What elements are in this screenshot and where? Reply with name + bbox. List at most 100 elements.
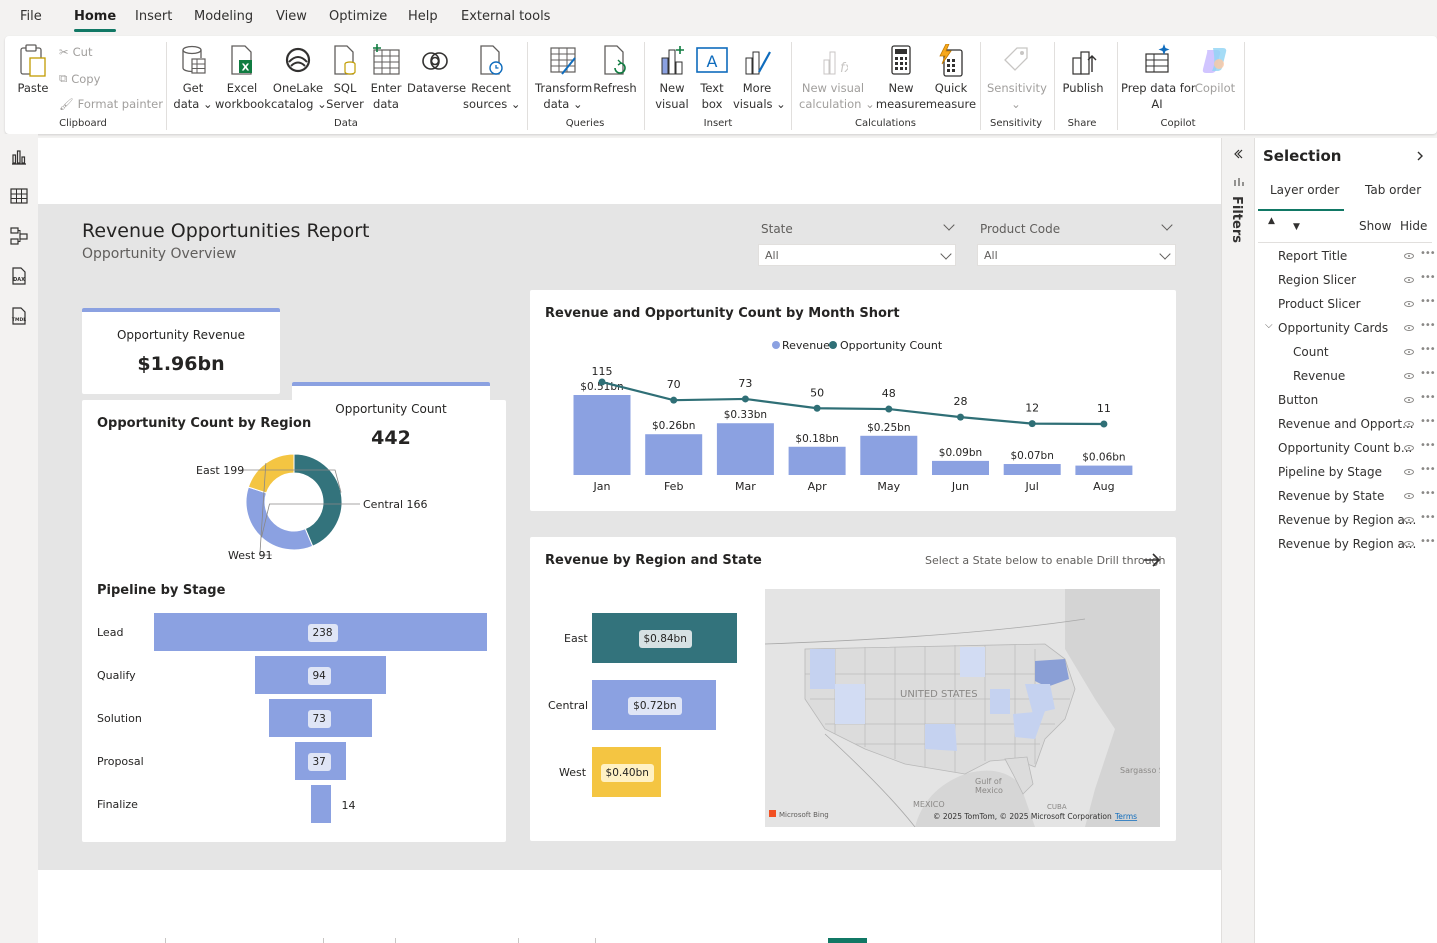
collapse-filters-icon[interactable] [1232,148,1244,160]
refresh-button[interactable]: Refresh [593,44,637,96]
format-painter-button[interactable]: 🖌 Format painter [59,97,163,111]
prep-data-for-ai-button[interactable]: Prep data for AI [1121,44,1196,112]
report-view-icon[interactable] [9,147,29,167]
layer-item[interactable]: Pipeline by Stage [1278,465,1382,479]
cut-button[interactable]: ✂ Cut [59,45,93,59]
new-visual-button[interactable]: New visual [653,44,691,112]
funnel-bar[interactable] [310,785,331,823]
layer-item[interactable]: Revenue by Region a... [1278,513,1417,527]
layer-item[interactable]: Count [1293,345,1329,359]
opportunity-count-card[interactable]: Opportunity Count 442 [292,382,490,462]
model-view-icon[interactable] [9,226,29,246]
eye-icon[interactable] [1404,541,1414,547]
layer-item[interactable]: Opportunity Cards [1278,321,1389,335]
layer-item[interactable]: Revenue and Opport... [1278,417,1414,431]
us-state-map[interactable]: UNITED STATES Gulf of Mexico MEXICO CUBA… [765,589,1160,827]
count-point[interactable] [885,405,893,413]
region-donut-chart[interactable]: East 199 Central 166 West 91 [160,440,460,570]
quick-measure-button[interactable]: Quick measure [925,44,977,112]
move-down-icon[interactable]: ▼ [1293,222,1300,232]
state-slicer[interactable]: All [758,244,956,266]
donut-slice-central[interactable] [245,486,314,551]
chevron-right-icon[interactable] [1415,150,1425,162]
eye-icon[interactable] [1404,445,1414,451]
count-point[interactable] [1028,420,1036,428]
menu-modeling[interactable]: Modeling [194,9,254,24]
eye-icon[interactable] [1404,493,1414,499]
menu-optimize[interactable]: Optimize [329,9,388,24]
revenue-bar[interactable] [788,446,846,475]
eye-icon[interactable] [1404,517,1414,523]
excel-workbook-button[interactable]: X Excel workbook [215,44,271,112]
tab-tab-order[interactable]: Tab order [1365,183,1422,197]
revenue-bar[interactable] [716,423,774,475]
revenue-bar[interactable] [645,434,703,475]
eye-icon[interactable] [1404,277,1414,283]
opportunity-count-line[interactable] [601,380,1104,426]
more-visuals-button[interactable]: More visuals ⌄ [733,44,786,112]
count-point[interactable] [1100,420,1108,428]
sql-server-button[interactable]: SQL Server [325,44,365,112]
layer-item[interactable]: Revenue by Region a... [1278,537,1417,551]
publish-button[interactable]: Publish [1061,44,1105,96]
revenue-bar[interactable] [1003,464,1061,475]
recent-sources-button[interactable]: Recent sources ⌄ [463,44,520,112]
dataverse-button[interactable]: Dataverse [407,44,466,96]
eye-icon[interactable] [1404,325,1414,331]
eye-icon[interactable] [1404,373,1414,379]
eye-icon[interactable] [1404,301,1414,307]
layer-item[interactable]: Report Title [1278,249,1348,263]
count-point[interactable] [598,378,606,386]
eye-icon[interactable] [1404,253,1414,259]
map-terms-link[interactable]: Terms [1114,812,1137,821]
count-point[interactable] [813,404,821,412]
eye-icon[interactable] [1404,421,1414,427]
eye-icon[interactable] [1404,469,1414,475]
move-up-icon[interactable]: ▲ [1268,216,1275,226]
count-point[interactable] [957,413,964,421]
copilot-button[interactable]: Copilot [1193,44,1237,96]
sensitivity-button[interactable]: Sensitivity ⌄ [987,44,1047,112]
transform-data-button[interactable]: Transform data ⌄ [535,44,592,112]
copy-button[interactable]: ⧉ Copy [59,71,101,86]
menu-external-tools[interactable]: External tools [461,9,551,24]
text-box-button[interactable]: A Text box [693,44,731,112]
arrow-right-icon[interactable] [1142,550,1162,570]
product-code-slicer[interactable]: All [977,244,1176,266]
enter-data-button[interactable]: Enter data [367,44,405,112]
donut-slice-east[interactable] [293,453,343,547]
count-point[interactable] [741,395,749,403]
show-all-button[interactable]: Show [1359,219,1392,233]
eye-icon[interactable] [1404,397,1414,403]
eye-icon[interactable] [1404,349,1414,355]
menu-file[interactable]: File [20,9,42,24]
tab-layer-order[interactable]: Layer order [1270,183,1340,197]
layer-item[interactable]: Revenue by State [1278,489,1385,503]
layer-item[interactable]: Opportunity Count b... [1278,441,1413,455]
filters-label[interactable]: Filters [1229,196,1244,243]
count-point[interactable] [670,396,678,404]
menu-view[interactable]: View [276,9,307,24]
revenue-count-combo-chart[interactable]: Revenue Opportunity Count$0.51bnJan$0.26b… [530,330,1176,500]
layer-item[interactable]: Region Slicer [1278,273,1357,287]
onelake-catalog-button[interactable]: OneLake catalog ⌄ [271,44,327,112]
layer-item[interactable]: Button [1278,393,1319,407]
revenue-bar[interactable] [932,460,989,475]
new-visual-calculation-button[interactable]: fx New visual calculation ⌄ [799,44,875,112]
revenue-bar[interactable] [860,435,918,475]
revenue-bar[interactable] [1075,465,1133,475]
menu-home[interactable]: Home [74,9,117,32]
revenue-bar[interactable] [573,395,631,475]
table-view-icon[interactable] [9,186,29,206]
donut-slice-west[interactable] [247,453,295,494]
paste-button[interactable]: Paste [15,44,51,96]
layer-item[interactable]: Product Slicer [1278,297,1361,311]
get-data-button[interactable]: Get data ⌄ [173,44,213,112]
hide-all-button[interactable]: Hide [1400,219,1428,233]
report-title[interactable]: Revenue Opportunities Report [82,220,370,242]
layer-item[interactable]: Revenue [1293,369,1346,383]
menu-insert[interactable]: Insert [135,9,173,24]
dax-query-view-icon[interactable]: DAX [9,266,29,286]
new-measure-button[interactable]: New measure [875,44,927,112]
opportunity-revenue-card[interactable]: Opportunity Revenue $1.96bn [82,308,280,394]
